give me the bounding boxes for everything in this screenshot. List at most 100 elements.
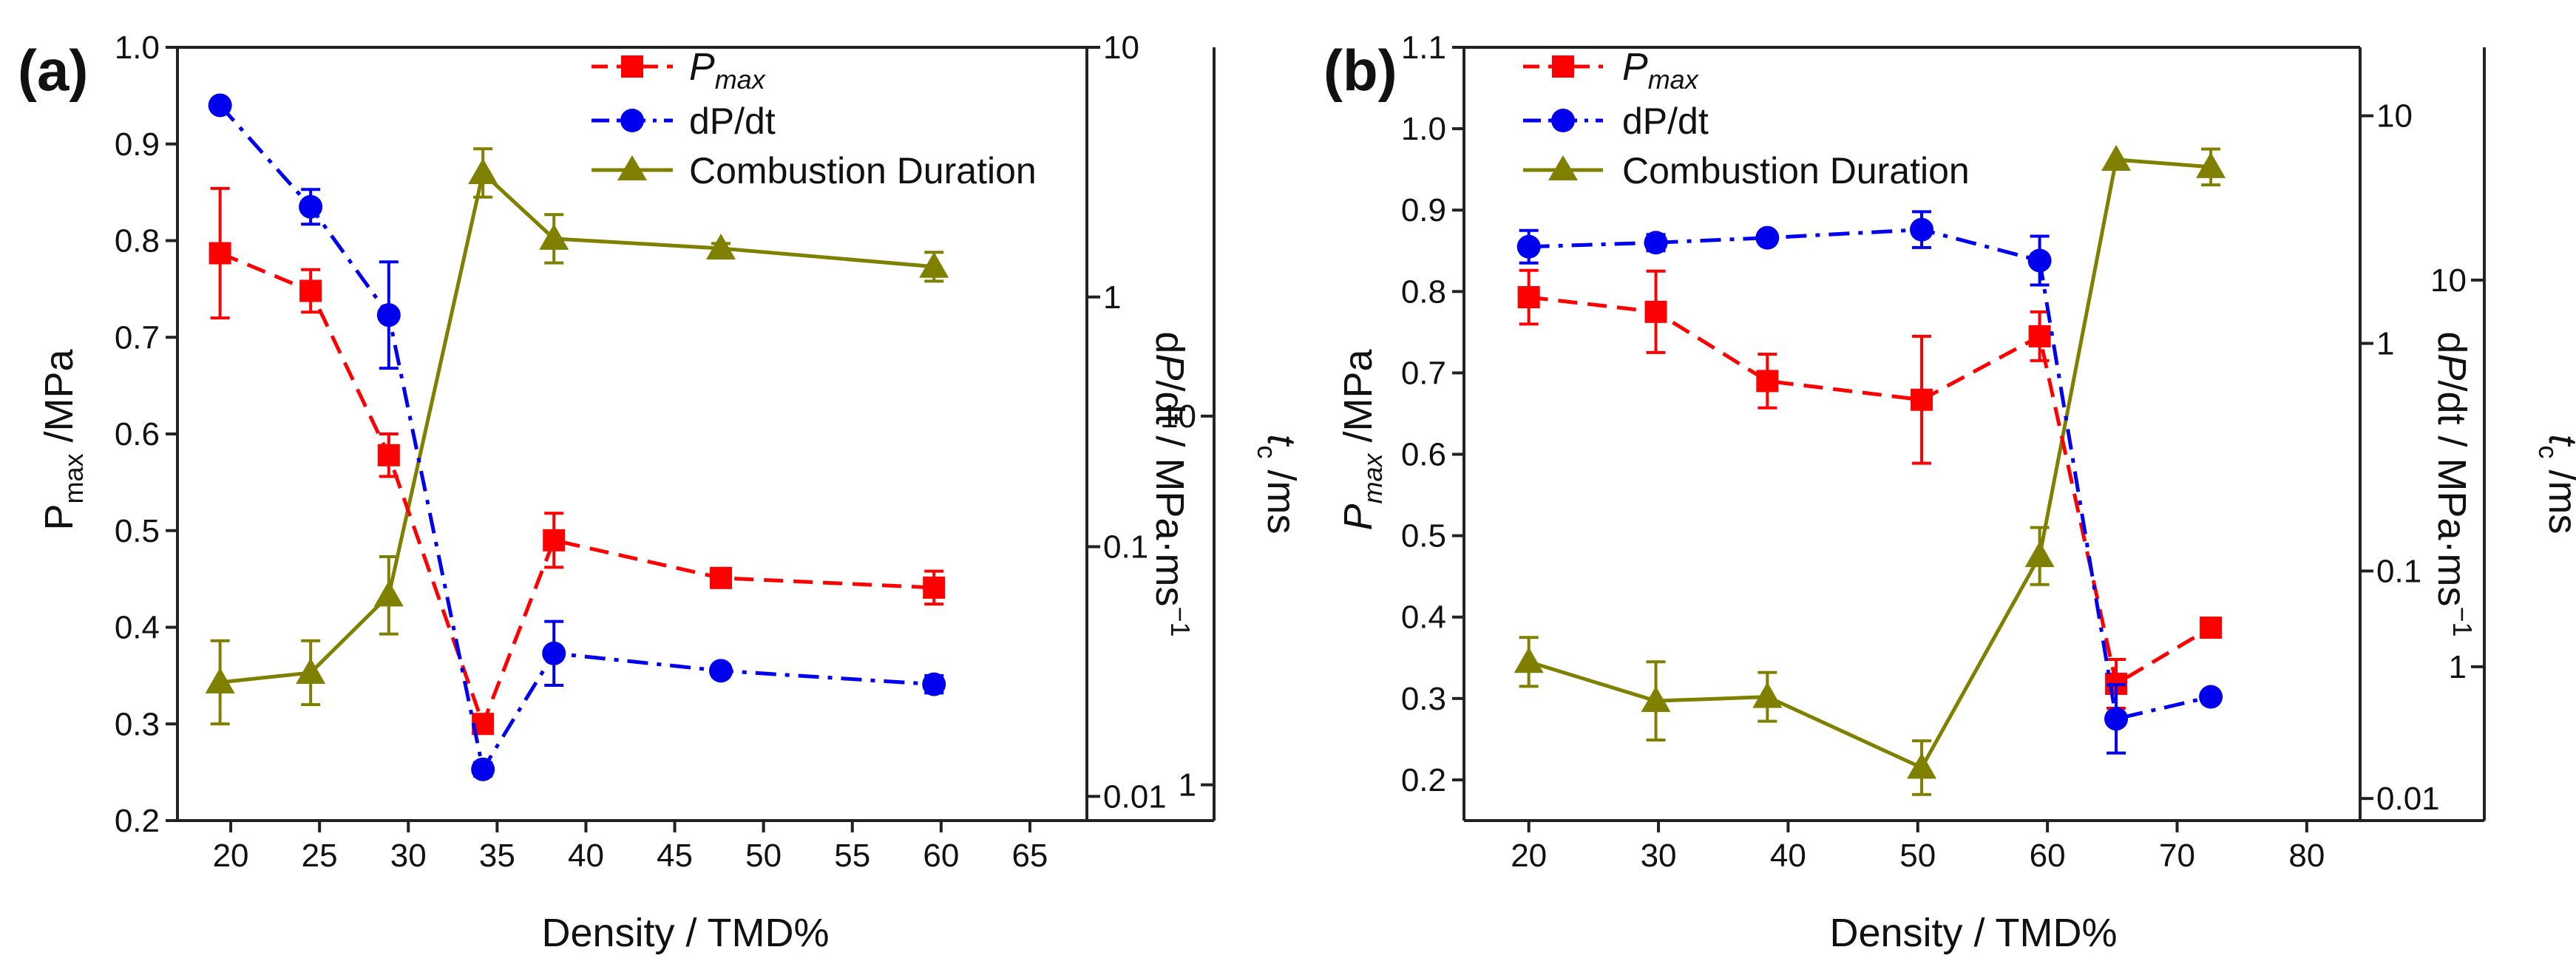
legend-combustion-duration: Combustion Duration [592, 150, 1037, 191]
left-tick-label: 0.8 [115, 223, 160, 259]
panel-a-legend: Pmax dP/dt Combustion Duration [592, 46, 1037, 191]
x-tick-label: 25 [302, 838, 338, 874]
legend-triangle-marker [617, 155, 647, 180]
series-line-p-max [219, 251, 935, 730]
x-tick-label: 60 [2030, 838, 2066, 874]
tc-tick-label: 10 [1160, 398, 1196, 435]
x-tick-label: 20 [1511, 838, 1547, 874]
data-point-circle [376, 303, 401, 327]
tc-tick-label: 1 [1179, 767, 1196, 804]
legend-circle-marker [620, 109, 644, 132]
panel-b: (b) Pmax /MPa dP/dt / MPa·ms−1 tc /ms 20… [1323, 30, 2576, 955]
data-point-triangle [468, 157, 498, 184]
data-point-triangle [2196, 152, 2226, 178]
legend-pmax: Pmax [592, 46, 767, 95]
data-point-circle [208, 93, 232, 118]
data-point-circle [299, 194, 323, 219]
data-point-triangle [706, 233, 736, 259]
left-tick-label: 0.6 [115, 416, 160, 452]
data-point-square [710, 566, 732, 589]
data-point-triangle [919, 251, 949, 278]
data-point-triangle [1641, 686, 1671, 713]
x-tick-label: 45 [657, 838, 693, 874]
data-point-square [2028, 325, 2051, 347]
data-point-triangle [296, 657, 326, 684]
data-point-circle [2027, 248, 2052, 273]
left-tick-label: 0.2 [115, 803, 160, 839]
x-tick-label: 80 [2288, 838, 2325, 874]
data-point-triangle [1907, 753, 1937, 779]
left-tick-label: 0.9 [1401, 192, 1446, 228]
tc-tick-label: 10 [2430, 262, 2467, 299]
legend-pmax-label: Pmax [689, 46, 767, 95]
data-point-circle [1910, 217, 1934, 242]
x-tick-label: 65 [1011, 838, 1048, 874]
panel-a-dpdt-axis-title: dP/dt / MPa·ms−1 [1148, 331, 1196, 637]
panel-a-axes: 20 25 30 35 40 45 50 55 60 65 0.2 0.3 0.4 0.5 0.6 0.7 0.… [115, 30, 1216, 874]
left-tick-label: 1.1 [1401, 30, 1446, 66]
x-tick-label: 60 [923, 838, 959, 874]
data-point-square [209, 242, 231, 265]
data-point-square [923, 576, 946, 599]
panel-b-xlabel: Density / TMD% [1829, 911, 2117, 955]
panel-b-left-axis-title: Pmax /MPa [1336, 348, 1388, 530]
data-point-circle [1516, 234, 1541, 259]
panel-a-series [205, 93, 949, 781]
left-tick-label: 0.7 [1401, 355, 1446, 391]
legend-dpdt-label: dP/dt [1622, 101, 1709, 142]
legend-cd-label: Combustion Duration [689, 150, 1037, 191]
series-line-p-max [1528, 295, 2212, 687]
left-tick-label: 0.6 [1401, 437, 1446, 473]
x-tick-label: 50 [745, 838, 782, 874]
series-line-dp-dt [218, 103, 935, 775]
data-point-triangle [2024, 541, 2055, 568]
series-line-combustion-duration [220, 169, 935, 685]
data-point-square [1911, 388, 1933, 411]
data-point-circle [471, 757, 495, 781]
data-point-triangle [539, 223, 569, 250]
left-tick-label: 0.5 [1401, 518, 1446, 554]
left-tick-label: 0.9 [115, 126, 160, 163]
left-tick-label: 0.8 [1401, 274, 1446, 310]
x-tick-label: 30 [390, 838, 427, 874]
legend-dpdt-label: dP/dt [689, 101, 776, 142]
data-point-triangle [205, 668, 235, 694]
legend-pmax: Pmax [1523, 46, 1700, 95]
data-point-circle [2104, 707, 2129, 731]
dpdt-tick-label: 1 [2376, 326, 2394, 362]
data-point-square [1644, 300, 1667, 323]
left-tick-label: 0.2 [1401, 762, 1446, 798]
data-point-circle [922, 672, 946, 696]
data-point-square [543, 529, 566, 551]
legend-circle-marker [1551, 109, 1575, 132]
x-tick-label: 50 [1899, 838, 1936, 874]
x-tick-label: 40 [568, 838, 604, 874]
data-point-triangle [1514, 647, 1544, 673]
dpdt-tick-label: 0.01 [2376, 781, 2440, 817]
legend-pmax-label: Pmax [1622, 46, 1700, 95]
data-point-square [2200, 617, 2223, 639]
panel-a-left-axis-title: Pmax /MPa [37, 348, 89, 530]
panel-b-axes: 20 30 40 50 60 70 80 0.2 0.3 0.4 0.5 0.6 0.7 0.8 0.9 1.… [1401, 30, 2486, 874]
tc-tick-label: 1 [2449, 649, 2467, 685]
left-tick-label: 0.7 [115, 319, 160, 356]
dpdt-tick-label: 0.01 [1103, 778, 1167, 815]
legend-square-marker [1552, 55, 1574, 78]
legend-combustion-duration: Combustion Duration [1523, 150, 1970, 191]
data-point-square [1517, 286, 1540, 309]
panel-a-xlabel: Density / TMD% [541, 911, 829, 955]
data-point-triangle [2101, 144, 2132, 171]
panel-a: (a) Pmax /MPa dP/dt / MPa·ms−1 tc /ms 20… [18, 30, 1304, 955]
data-point-triangle [1752, 682, 1783, 708]
dpdt-tick-label: 0.1 [2376, 553, 2421, 589]
left-tick-label: 1.0 [1401, 111, 1446, 147]
x-tick-label: 35 [479, 838, 515, 874]
panel-b-legend: Pmax dP/dt Combustion Duration [1523, 46, 1970, 191]
panel-b-dpdt-axis-title: dP/dt / MPa·ms−1 [2430, 331, 2478, 637]
left-tick-label: 0.5 [115, 513, 160, 549]
dpdt-tick-label: 10 [1103, 30, 1139, 66]
panel-b-tc-axis-title: tc /ms [2533, 434, 2576, 534]
left-tick-label: 0.3 [115, 706, 160, 742]
dpdt-tick-label: 0.1 [1103, 529, 1148, 566]
